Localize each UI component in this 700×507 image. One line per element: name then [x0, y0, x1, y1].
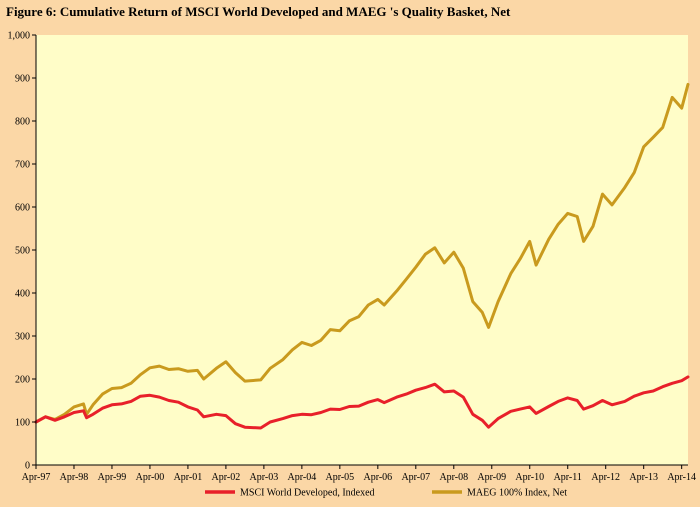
x-tick-label: Apr-11: [554, 472, 582, 483]
x-tick-label: Apr-14: [667, 472, 696, 483]
y-tick-label: 400: [15, 289, 30, 300]
x-tick-label: Apr-99: [98, 472, 127, 483]
y-tick-label: 700: [15, 160, 30, 171]
x-tick-label: Apr-02: [212, 472, 241, 483]
x-tick-label: Apr-06: [363, 472, 392, 483]
series-line-0: [34, 375, 690, 430]
x-tick-label: Apr-08: [439, 472, 468, 483]
x-tick-label: Apr-10: [515, 472, 544, 483]
y-tick-label: 500: [15, 246, 30, 257]
y-tick-label: 800: [15, 117, 30, 128]
y-tick-label: 0: [25, 461, 30, 472]
plot-lines: [34, 82, 690, 430]
plot-background: [36, 35, 688, 465]
x-tick-label: Apr-04: [288, 472, 317, 483]
x-tick-label: Apr-03: [250, 472, 279, 483]
y-tick-label: 1,000: [8, 31, 31, 42]
x-tick-label: Apr-00: [136, 472, 165, 483]
chart-title: Figure 6: Cumulative Return of MSCI Worl…: [6, 4, 511, 19]
legend-label-0: MSCI World Developed, Indexed: [240, 488, 375, 499]
y-tick-label: 900: [15, 74, 30, 85]
x-tick-label: Apr-07: [401, 472, 430, 483]
y-tick-label: 600: [15, 203, 30, 214]
y-tick-label: 100: [15, 418, 30, 429]
x-tick-label: Apr-13: [629, 472, 658, 483]
legend-label-1: MAEG 100% Index, Net: [467, 488, 567, 499]
axes: 0 100 200 300 400 500 600 700 800 900 1,000 Apr-97 A…: [8, 31, 697, 484]
x-tick-label: Apr-97: [22, 472, 51, 483]
series-line-1: [34, 82, 690, 424]
x-tick-label: Apr-12: [591, 472, 620, 483]
x-tick-label: Apr-98: [60, 472, 89, 483]
legend: MSCI World Developed, Indexed MAEG 100% I…: [205, 488, 567, 499]
x-tick-label: Apr-09: [477, 472, 506, 483]
x-tick-label: Apr-05: [326, 472, 355, 483]
y-tick-label: 200: [15, 375, 30, 386]
x-tick-label: Apr-01: [174, 472, 203, 483]
y-tick-label: 300: [15, 332, 30, 343]
